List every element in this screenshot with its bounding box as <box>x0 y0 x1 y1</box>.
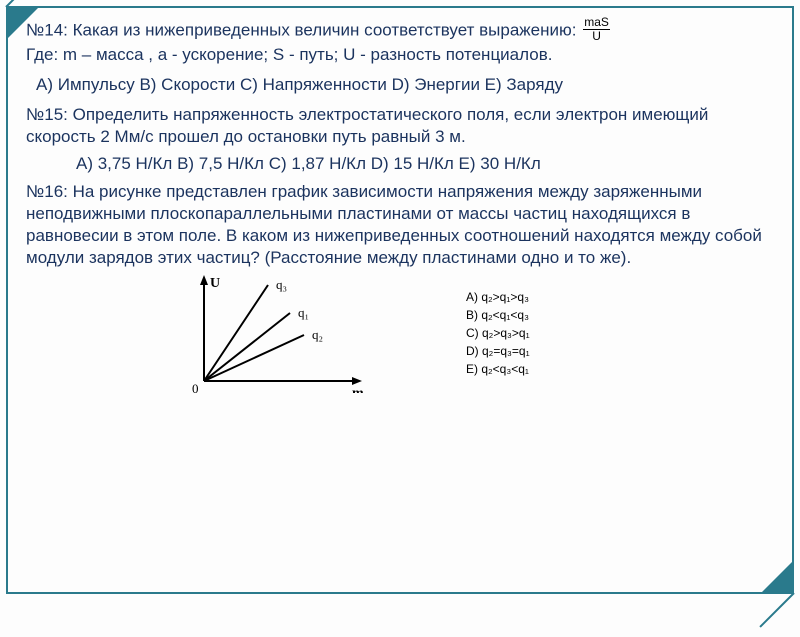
q16-answers: A) q₂>q₁>q₃ B) q₂<q₁<q₃ C) q₂>q₃>q₁ D) q… <box>466 288 530 378</box>
svg-text:q₃: q₃ <box>276 277 287 292</box>
q16-ans-d: D) q₂=q₃=q₁ <box>466 342 530 360</box>
q14-where-post: , a - ускорение; S - путь; U - разность … <box>148 45 552 64</box>
q16-ans-e: E) q₂<q₃<q₁ <box>466 360 530 378</box>
q16-ans-b: B) q₂<q₁<q₃ <box>466 306 530 324</box>
q16-ans-a: A) q₂>q₁>q₃ <box>466 288 530 306</box>
q14-title-line: №14: Какая из нижеприведенных величин со… <box>26 18 774 44</box>
svg-text:q₁: q₁ <box>298 305 309 320</box>
q14-title: №14: Какая из нижеприведенных величин со… <box>26 21 576 40</box>
svg-text:q₂: q₂ <box>312 327 323 342</box>
q14-frac-den: U <box>583 30 610 43</box>
q15-title: №15: Определить напряженность электроста… <box>26 104 774 148</box>
q14-answers: A) Импульсу B) Скорости C) Напряженности… <box>36 74 774 96</box>
q14-where: Где: m – масса , a - ускорение; S - путь… <box>26 44 774 66</box>
q16-chart: q₃ q₁q₂ Um 0 <box>186 273 366 393</box>
svg-text:m: m <box>352 386 364 393</box>
content-area: №14: Какая из нижеприведенных величин со… <box>26 18 774 582</box>
q15-answers: A) 3,75 Н/Кл B) 7,5 Н/Кл C) 1,87 Н/Кл D)… <box>76 153 774 175</box>
svg-text:U: U <box>210 276 220 291</box>
q16-title: №16: На рисунке представлен график завис… <box>26 181 774 269</box>
q14-formula-frac: maS U <box>583 16 610 42</box>
q16-ans-c: C) q₂>q₃>q₁ <box>466 324 530 342</box>
q16-graph-row: q₃ q₁q₂ Um 0 A) q₂>q₁>q₃ B) q₂<q₁<q₃ C) q₂>… <box>186 273 774 393</box>
q14-where-pre: Где: m – масса <box>26 45 148 64</box>
q14-frac-num: maS <box>583 16 610 30</box>
svg-text:0: 0 <box>192 381 199 393</box>
